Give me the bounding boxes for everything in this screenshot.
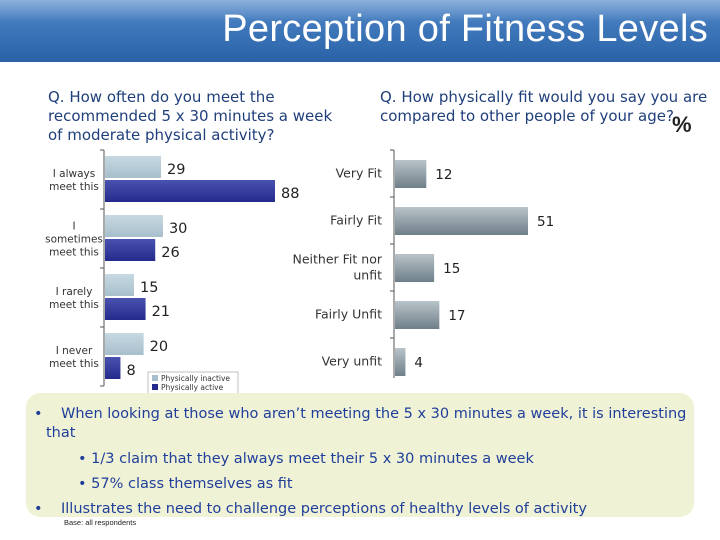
bar-inactive <box>105 333 144 355</box>
bullet-4-mark: • <box>34 501 43 517</box>
data-label: 88 <box>281 186 299 202</box>
question-2: Q. How physically fit would you say you … <box>380 88 708 125</box>
category-label: unfit <box>353 268 382 283</box>
data-label: 20 <box>150 339 168 355</box>
data-label: 51 <box>537 214 554 230</box>
data-label: 17 <box>448 308 465 324</box>
category-label: meet this <box>49 358 99 370</box>
title-bar-shine <box>0 0 720 22</box>
bullet-3-mark: • <box>78 476 87 492</box>
title-bar: Perception of Fitness Levels <box>0 0 720 62</box>
data-label: 8 <box>126 363 135 379</box>
legend-swatch <box>152 384 158 390</box>
bar-active <box>105 298 146 320</box>
bar-fitness <box>395 160 427 188</box>
legend-label: Physically inactive <box>161 374 230 383</box>
bar-inactive <box>105 215 163 237</box>
fitness-chart: Very Fit 12 Fairly Fit 51 Neither Fit norunf… <box>293 149 554 378</box>
bullet-2-mark: • <box>78 451 87 467</box>
category-label: meet this <box>49 247 99 259</box>
category-label: I rarely <box>56 286 93 298</box>
legend-label: Physically active <box>161 383 224 392</box>
bullet-2: • 1/3 claim that they always meet their … <box>78 450 534 469</box>
notes-box <box>26 393 694 517</box>
bullet-3-text: 57% class themselves as fit <box>91 476 293 492</box>
category-label: Neither Fit nor <box>293 252 383 267</box>
bar-active <box>105 180 275 202</box>
category-label: sometimes <box>45 234 103 246</box>
category-label: Very unfit <box>322 354 382 369</box>
bar-inactive <box>105 274 134 296</box>
category-label: meet this <box>49 299 99 311</box>
category-label: I always <box>53 168 96 180</box>
bullet-4: • Illustrates the need to challenge perc… <box>34 500 587 519</box>
question-1: Q. How often do you meet the recommended… <box>48 88 333 144</box>
percent-symbol: % <box>672 112 692 137</box>
bullet-1-mark: • <box>34 406 43 422</box>
slide-title: Perception of Fitness Levels <box>222 8 708 50</box>
category-label: Fairly Unfit <box>315 307 382 322</box>
bar-fitness <box>395 348 406 376</box>
bullet-1-text: When looking at those who aren’t meeting… <box>46 406 687 441</box>
category-label: Very Fit <box>336 166 383 181</box>
data-label: 15 <box>443 261 460 277</box>
data-label: 30 <box>169 221 187 237</box>
bullet-2-text: 1/3 claim that they always meet their 5 … <box>91 451 534 467</box>
bar-inactive <box>105 156 162 178</box>
bullet-1: • When looking at those who aren’t meeti… <box>34 405 696 443</box>
bar-active <box>105 357 121 379</box>
category-label: I never <box>56 345 93 357</box>
category-label: meet this <box>49 181 99 193</box>
legend-box <box>147 371 239 393</box>
bar-active <box>105 239 156 261</box>
legend-swatch <box>152 375 158 381</box>
data-label: 12 <box>435 167 452 183</box>
data-label: 15 <box>140 280 158 296</box>
category-label: Fairly Fit <box>330 213 382 228</box>
category-label: I <box>72 221 75 233</box>
bar-fitness <box>395 301 440 329</box>
bar-fitness <box>395 207 528 235</box>
bar-fitness <box>395 254 435 282</box>
base-note: Base: all respondents <box>64 518 137 527</box>
data-label: 4 <box>414 355 423 371</box>
data-label: 26 <box>161 245 179 261</box>
bullet-3: • 57% class themselves as fit <box>78 475 293 494</box>
data-label: 29 <box>167 162 185 178</box>
bullet-4-text: Illustrates the need to challenge percep… <box>61 501 587 517</box>
data-label: 21 <box>152 304 170 320</box>
